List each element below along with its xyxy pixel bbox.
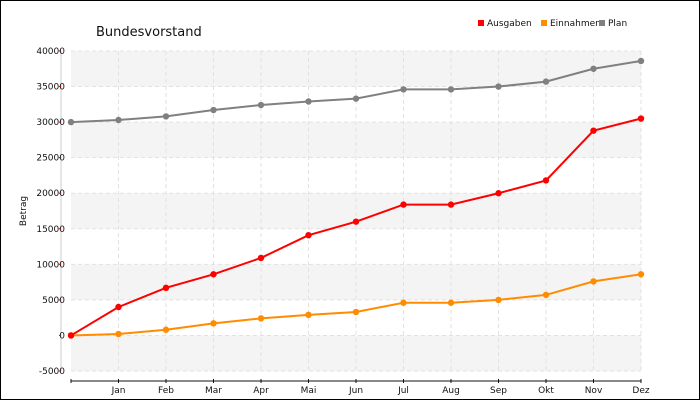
y-axis-ticks: -5000 0 5000 10000 15000 20000 25000 30000 35000… <box>36 47 65 377</box>
x-tick-label: Apr <box>253 386 269 396</box>
data-point[interactable] <box>447 299 455 306</box>
y-tick-label: 5000 <box>42 296 65 306</box>
x-tick-label: Mai <box>301 386 317 396</box>
data-point[interactable] <box>162 113 170 120</box>
data-point[interactable] <box>67 332 75 339</box>
data-point[interactable] <box>495 296 502 304</box>
data-point[interactable] <box>162 326 170 333</box>
data-point[interactable] <box>257 254 265 262</box>
x-tick-label: Aug <box>442 386 460 396</box>
data-point[interactable] <box>115 330 122 338</box>
chart-title: Bundesvorstand <box>96 25 202 40</box>
data-point[interactable] <box>400 86 407 93</box>
legend-swatch <box>478 20 484 26</box>
y-tick-label: -5000 <box>39 367 65 377</box>
data-point[interactable] <box>305 231 312 239</box>
y-tick-label: 40000 <box>36 47 65 57</box>
data-point[interactable] <box>495 83 502 90</box>
data-point[interactable] <box>542 177 550 184</box>
x-tick-label: Jan <box>111 386 126 396</box>
data-point[interactable] <box>115 303 122 311</box>
data-point[interactable] <box>495 190 502 197</box>
data-point[interactable] <box>352 308 360 316</box>
data-point[interactable] <box>447 86 455 93</box>
data-point[interactable] <box>115 116 122 124</box>
data-point[interactable] <box>257 315 265 322</box>
x-tick-label: Sep <box>490 386 507 396</box>
y-tick-label: 10000 <box>36 260 65 270</box>
x-tick-label: Dez <box>632 386 649 396</box>
data-point[interactable] <box>210 320 217 327</box>
x-tick-label: Jun <box>348 386 363 396</box>
y-tick-label: 20000 <box>36 189 65 199</box>
data-point[interactable] <box>67 118 75 126</box>
y-tick-label: 30000 <box>36 118 65 128</box>
data-point[interactable] <box>590 65 597 72</box>
series-ausgaben <box>67 115 645 339</box>
x-axis-ticks: Jan Feb Mar Apr Mai Jun Jul Aug Sep Okt Nov Dez <box>70 379 650 396</box>
series-group <box>67 57 645 339</box>
data-point[interactable] <box>305 311 312 319</box>
data-point[interactable] <box>400 299 407 306</box>
data-point[interactable] <box>210 271 217 278</box>
data-point[interactable] <box>257 101 265 109</box>
y-tick-label: 25000 <box>36 154 65 164</box>
data-point[interactable] <box>305 98 312 105</box>
legend-swatch <box>541 20 547 26</box>
legend-swatch <box>599 20 605 26</box>
legend-label[interactable]: Einnahmen <box>550 19 601 29</box>
data-point[interactable] <box>590 278 597 285</box>
grid-lines <box>71 50 642 372</box>
data-point[interactable] <box>542 78 550 85</box>
data-point[interactable] <box>400 201 407 208</box>
data-point[interactable] <box>162 284 170 291</box>
x-tick-label: Jul <box>397 386 409 396</box>
data-point[interactable] <box>447 201 455 208</box>
y-tick-label: 15000 <box>36 225 65 235</box>
x-tick-label: Nov <box>585 386 603 396</box>
legend-label[interactable]: Plan <box>608 19 627 29</box>
data-point[interactable] <box>542 291 550 299</box>
y-axis-label: Betrag <box>19 196 29 226</box>
legend: Ausgaben Einnahmen Plan <box>478 19 627 29</box>
y-tick-label: 35000 <box>36 83 65 93</box>
data-point[interactable] <box>637 115 645 122</box>
data-point[interactable] <box>210 106 217 114</box>
data-point[interactable] <box>637 271 645 278</box>
y-tick-label: 0 <box>59 331 65 341</box>
x-tick-label: Feb <box>158 386 174 396</box>
data-point[interactable] <box>590 127 597 134</box>
data-point[interactable] <box>352 218 360 225</box>
x-tick-label: Mar <box>205 386 222 396</box>
x-tick-label: Okt <box>538 386 554 396</box>
data-point[interactable] <box>637 57 645 65</box>
legend-label[interactable]: Ausgaben <box>487 19 532 29</box>
series-plan <box>67 57 645 126</box>
data-point[interactable] <box>352 95 360 102</box>
